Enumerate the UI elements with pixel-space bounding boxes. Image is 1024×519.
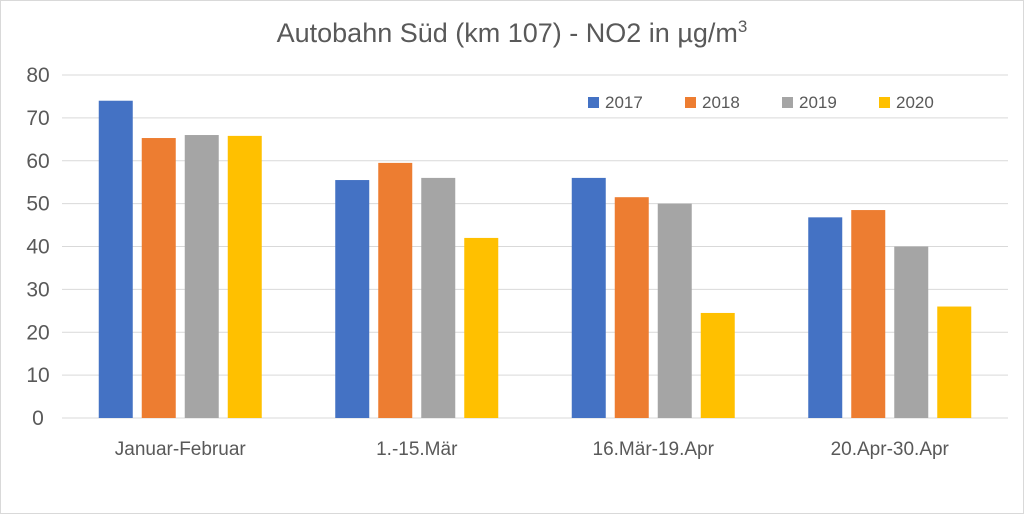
legend-swatch-2019 — [782, 97, 793, 108]
legend-label-2018: 2018 — [702, 93, 740, 112]
y-tick-label: 80 — [26, 64, 49, 87]
bar-2019-2 — [421, 177, 456, 418]
y-tick-label: 50 — [26, 193, 49, 216]
bar-2018-4 — [851, 210, 886, 418]
category-label: 20.Apr-30.Apr — [831, 439, 950, 460]
category-label: 1.-15.Mär — [376, 439, 458, 460]
bar-2020-1 — [227, 135, 262, 418]
legend-label-2017: 2017 — [605, 93, 643, 112]
legend-label-2019: 2019 — [799, 93, 837, 112]
y-tick-label: 60 — [26, 150, 49, 173]
bar-2017-3 — [571, 177, 606, 418]
bar-2019-1 — [184, 135, 219, 418]
bar-2018-1 — [141, 138, 176, 418]
chart-title: Autobahn Süd (km 107) - NO2 in µg/m3 — [277, 17, 748, 48]
y-tick-label: 70 — [26, 107, 49, 130]
legend-swatch-2018 — [685, 97, 696, 108]
y-axis-ticks: 0 10 20 30 40 50 60 70 80 — [26, 64, 49, 430]
bars — [98, 100, 972, 418]
bar-2018-2 — [378, 162, 413, 418]
category-label: Januar-Februar — [115, 439, 247, 460]
y-tick-label: 20 — [26, 321, 49, 344]
legend: 2017 2018 2019 2020 — [588, 93, 934, 112]
legend-swatch-2020 — [879, 97, 890, 108]
chart-title-text: Autobahn Süd (km 107) - NO2 in µg/m — [277, 18, 738, 48]
bar-2018-3 — [614, 197, 649, 418]
chart-title-superscript: 3 — [738, 17, 747, 36]
y-tick-label: 10 — [26, 364, 49, 387]
bar-2017-4 — [808, 217, 843, 418]
y-tick-label: 0 — [32, 407, 44, 430]
bar-2020-3 — [700, 312, 735, 418]
gridlines — [62, 74, 1008, 419]
category-label: 16.Mär-19.Apr — [593, 439, 715, 460]
legend-label-2020: 2020 — [896, 93, 934, 112]
bar-2019-4 — [894, 246, 929, 418]
bar-2020-4 — [937, 306, 972, 418]
bar-2017-2 — [335, 180, 370, 418]
y-tick-label: 40 — [26, 236, 49, 259]
bar-2019-3 — [657, 203, 692, 418]
bar-2020-2 — [464, 237, 499, 418]
bar-2017-1 — [98, 100, 133, 418]
x-axis-categories: Januar-Februar 1.-15.Mär 16.Mär-19.Apr 20.A… — [115, 439, 950, 460]
legend-swatch-2017 — [588, 97, 599, 108]
y-tick-label: 30 — [26, 278, 49, 301]
